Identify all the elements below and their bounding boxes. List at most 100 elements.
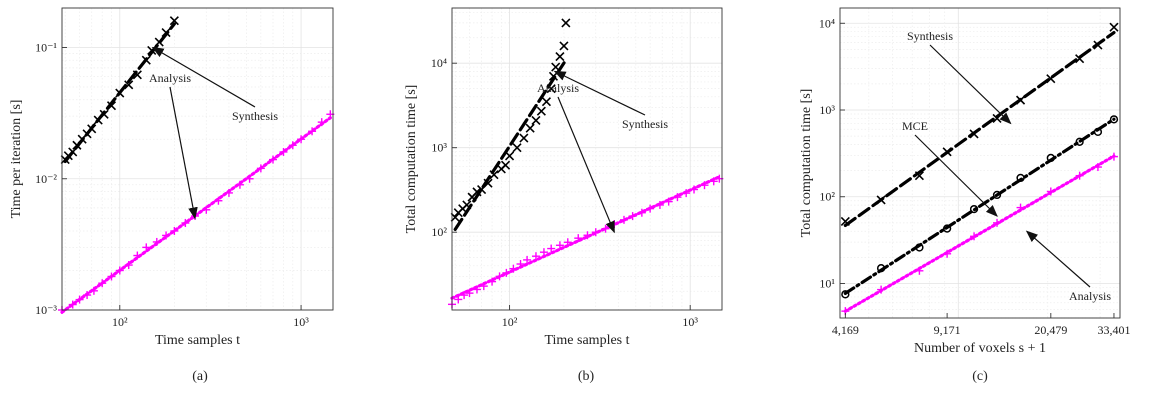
annotation-arrow	[914, 134, 998, 217]
chart-0: 10⁻³ 10⁻² 10⁻¹ 10² 10³ Time samples t Time per…	[9, 7, 335, 384]
fit-line-synthesis	[453, 58, 568, 232]
chart2-point-1-10	[1109, 115, 1119, 124]
chart2-point-0-0	[840, 216, 850, 226]
chart1-point-1-6	[488, 277, 497, 286]
chart0-point-0-10	[115, 88, 125, 98]
chart1-point-0-22	[559, 41, 569, 51]
x-tick-label: 9,171	[934, 323, 961, 337]
chart0-point-1-26	[308, 127, 317, 136]
chart0-point-1-5	[98, 279, 107, 288]
chart0-point-1-3	[83, 291, 92, 300]
chart2-point-1-9	[1093, 127, 1103, 137]
chart1-point-1-25	[646, 204, 655, 213]
annotation-arrow	[1025, 230, 1091, 288]
chart1-point-1-2	[460, 291, 469, 300]
chart0-point-0-9	[106, 101, 117, 111]
chart1-point-0-3	[462, 200, 472, 210]
chart2-point-2-2	[915, 266, 924, 275]
chart1-point-1-18	[583, 231, 592, 240]
x-tick-label: 20,479	[1034, 323, 1067, 337]
chart2-point-0-9	[1093, 40, 1103, 50]
axes-frame	[61, 7, 334, 311]
chart2-point-2-5	[993, 218, 1002, 227]
chart0-point-1-24	[288, 141, 297, 150]
y-tick-label: 10²	[431, 225, 447, 239]
chart2-point-2-9	[1093, 163, 1102, 172]
y-tick-label: 10²	[819, 190, 835, 204]
chart0-point-1-9	[133, 251, 142, 260]
chart2-point-0-3	[942, 147, 952, 157]
plot-area	[62, 8, 333, 310]
series-synthesis	[450, 18, 571, 232]
axes-frame	[451, 7, 723, 311]
annotation-synthesis: Synthesis	[622, 117, 668, 131]
x-tick-label: 10²	[502, 315, 518, 329]
chart0-point-1-18	[224, 188, 233, 197]
chart1-point-1-16	[563, 238, 572, 247]
y-tick-label: 10⁴	[819, 16, 835, 30]
chart1-point-0-11	[505, 151, 515, 161]
chart2-point-0-2	[914, 171, 924, 181]
chart1-point-1-8	[502, 268, 511, 277]
chart2-point-0-10	[1109, 22, 1119, 32]
chart0-point-1-12	[162, 231, 171, 240]
panel-caption: (c)	[972, 369, 988, 384]
chart0-point-1-7	[115, 266, 124, 275]
chart0-point-1-17	[214, 196, 223, 205]
chart2-point-0-8	[1075, 54, 1085, 64]
chart1-point-0-23	[561, 18, 571, 28]
y-tick-label: 10⁻¹	[35, 41, 57, 55]
chart1-point-1-12	[531, 252, 540, 261]
chart1-point-0-8	[489, 170, 499, 180]
chart1-point-1-32	[709, 177, 718, 186]
chart2-point-1-6	[1016, 173, 1025, 183]
chart2-point-0-7	[1046, 74, 1056, 84]
y-axis-label: Total computation time [s]	[799, 89, 814, 238]
chart0-point-1-21	[256, 164, 265, 173]
annotation-synthesis: Synthesis	[232, 109, 278, 123]
y-tick-label: 10⁴	[431, 56, 447, 70]
chart2-point-1-7	[1046, 153, 1055, 163]
y-tick-label: 10⁻²	[35, 172, 57, 186]
fit-line-synthesis	[843, 30, 1116, 228]
annotation-synthesis: Synthesis	[907, 29, 953, 43]
chart0-point-1-1	[68, 300, 77, 309]
x-tick-label: 10³	[293, 315, 309, 329]
chart2-point-2-10	[1109, 152, 1118, 161]
chart0-point-1-19	[235, 180, 244, 189]
panel-caption: (a)	[192, 369, 208, 384]
chart1-point-0-20	[551, 62, 561, 72]
series-synthesis	[60, 16, 179, 165]
x-tick-label: 10³	[682, 315, 698, 329]
series-analysis	[841, 152, 1118, 316]
chart0-point-1-4	[89, 286, 98, 295]
chart0-point-0-6	[87, 124, 97, 134]
chart1-point-1-1	[454, 295, 463, 304]
chart1-point-1-14	[547, 244, 556, 253]
chart2-point-1-0	[841, 290, 850, 299]
chart2-point-1-3	[942, 224, 952, 233]
annotation-analysis: Analysis	[1069, 289, 1111, 303]
chart0-point-1-22	[268, 155, 277, 164]
annotation-mce: MCE	[902, 119, 928, 133]
chart1-point-0-15	[531, 115, 541, 126]
chart1-point-0-18	[546, 84, 556, 94]
chart2-point-2-6	[1016, 203, 1025, 212]
chart0-point-1-13	[170, 226, 179, 235]
chart1-point-1-15	[555, 241, 564, 250]
chart2-point-2-7	[1046, 187, 1055, 196]
y-tick-label: 10³	[431, 141, 447, 155]
chart0-point-0-17	[169, 16, 179, 26]
chart2-point-0-1	[876, 195, 886, 205]
chart1-point-1-10	[516, 260, 525, 269]
panel-caption: (b)	[578, 369, 595, 384]
x-tick-label: 4,169	[832, 323, 859, 337]
chart0-point-1-23	[279, 147, 288, 156]
chart0-point-1-10	[142, 243, 151, 252]
chart0-point-0-16	[161, 27, 171, 38]
chart-1: 10² 10³ 10⁴ 10² 10³ Time samples t Total compu…	[404, 7, 724, 384]
chart1-point-0-13	[519, 133, 529, 143]
chart1-point-1-13	[539, 248, 548, 257]
annotation-arrow	[553, 70, 646, 116]
